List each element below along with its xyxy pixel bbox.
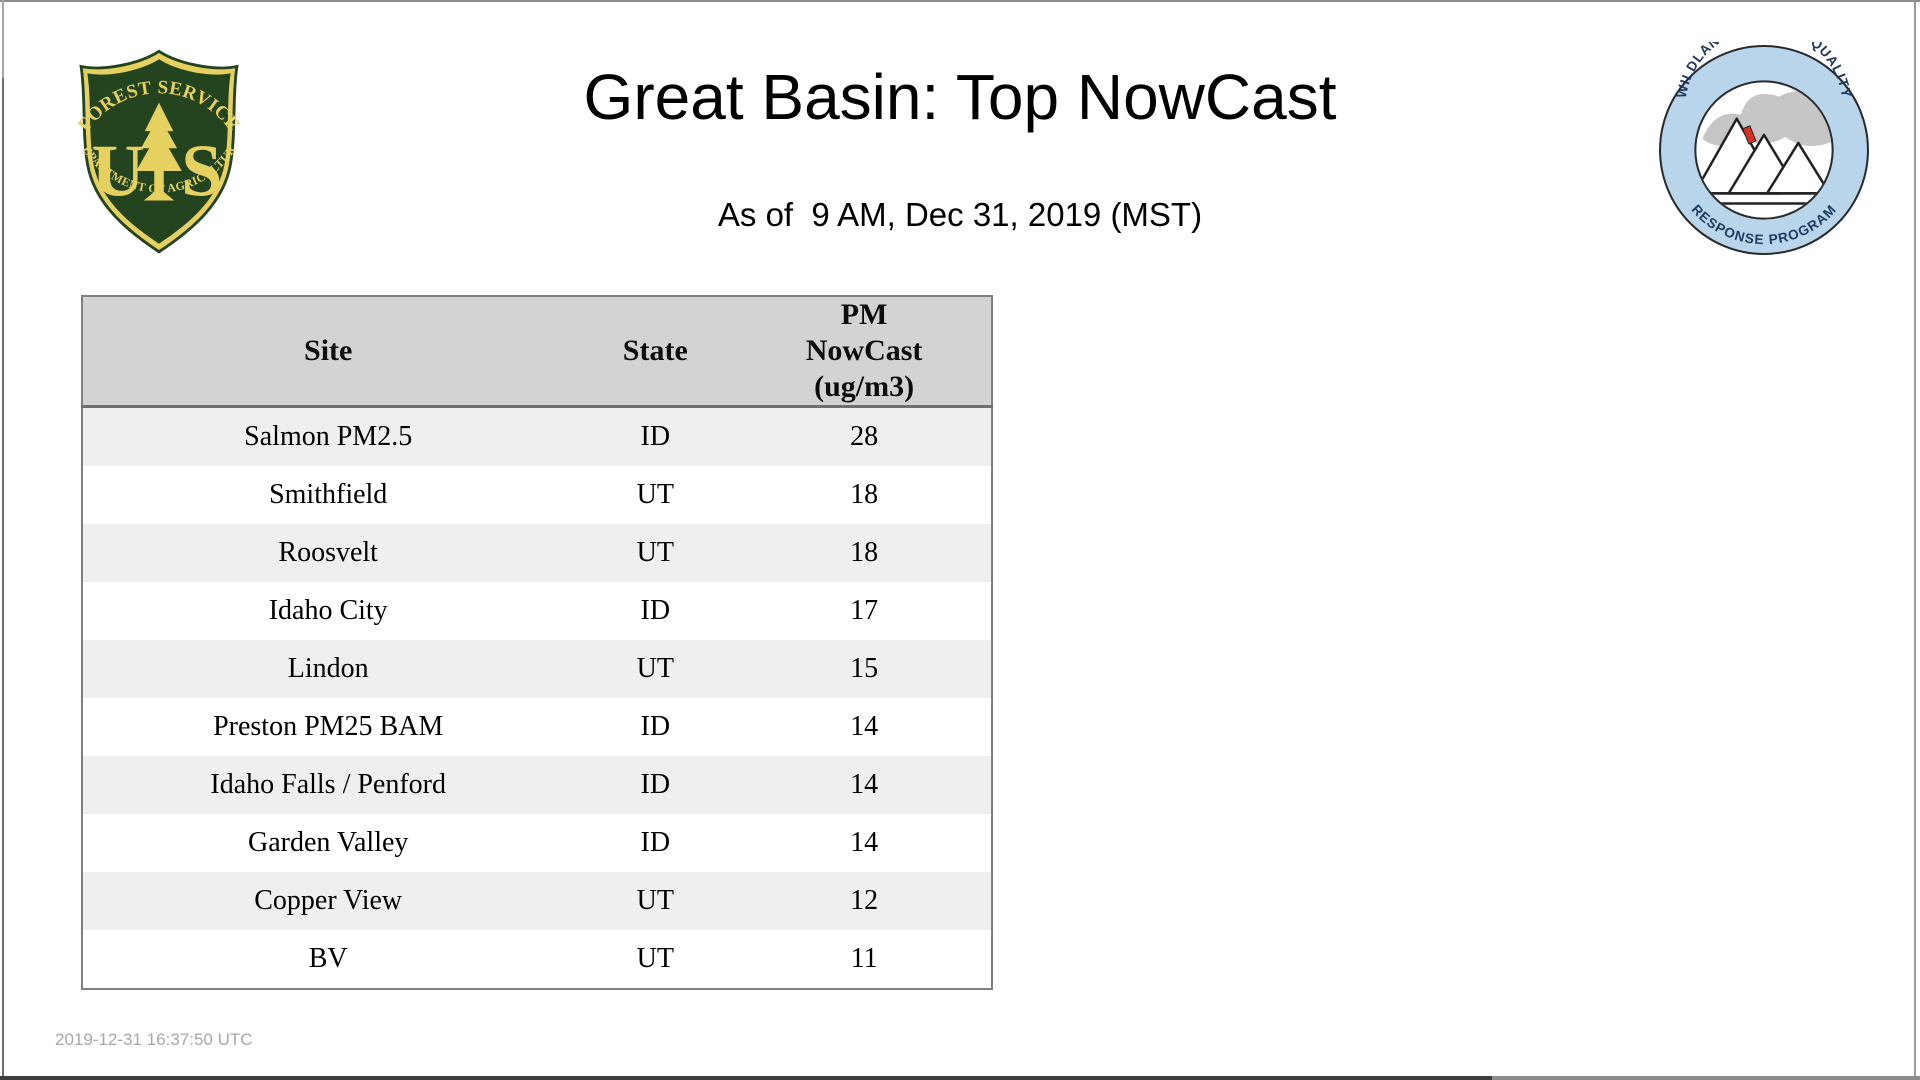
value-cell: 12 xyxy=(850,885,879,916)
page-subtitle: As of 9 AM, Dec 31, 2019 (MST) xyxy=(717,196,1203,233)
value-cell: 15 xyxy=(850,653,879,684)
site-cell: Smithfield xyxy=(269,479,388,510)
site-cell: Idaho City xyxy=(268,595,388,626)
pm-header-line3: (ug/m3) xyxy=(814,370,915,403)
value-cell: 18 xyxy=(850,537,879,568)
value-cell: 18 xyxy=(850,479,879,510)
state-cell: UT xyxy=(636,653,674,684)
table-row: Salmon PM2.5 ID 28 xyxy=(82,406,992,466)
state-cell: UT xyxy=(636,479,674,510)
table-row: Lindon UT 15 xyxy=(82,640,992,698)
state-cell: ID xyxy=(640,769,671,800)
monogram-s: S xyxy=(181,131,222,213)
site-cell: Idaho Falls / Penford xyxy=(210,769,447,800)
state-cell: ID xyxy=(640,421,671,452)
window-border-left xyxy=(2,78,4,1080)
state-cell: UT xyxy=(636,943,674,974)
pine-tree-icon xyxy=(136,102,182,201)
state-cell: ID xyxy=(640,595,671,626)
value-cell: 14 xyxy=(850,769,879,800)
table-row: BV UT 11 xyxy=(82,930,992,989)
state-cell: UT xyxy=(636,537,674,568)
window-border-bottom-light xyxy=(1492,1076,1920,1080)
site-cell: Roosvelt xyxy=(278,537,378,568)
value-cell: 14 xyxy=(850,827,879,858)
state-cell: ID xyxy=(640,827,671,858)
pm-header-line2: NowCast xyxy=(805,334,923,367)
table-row: Garden Valley ID 14 xyxy=(82,814,992,872)
site-cell: Lindon xyxy=(287,653,369,684)
window-border-right xyxy=(1914,2,1916,1080)
wfaqrp-logo: WILDLAND FIRE • AIR QUALITY RESPONSE PRO… xyxy=(1659,42,1869,255)
column-header-pm-nowcast: PM NowCast (ug/m3) xyxy=(737,296,992,408)
site-cell: Preston PM25 BAM xyxy=(213,711,444,742)
state-cell: UT xyxy=(636,885,674,916)
table-row: Preston PM25 BAM ID 14 xyxy=(82,698,992,756)
table-row: Idaho Falls / Penford ID 14 xyxy=(82,756,992,814)
generated-timestamp: 2019-12-31 16:37:50 UTC xyxy=(55,1030,253,1049)
page-title: Great Basin: Top NowCast xyxy=(583,61,1337,133)
value-cell: 28 xyxy=(850,421,879,452)
window-border-left-top xyxy=(2,0,4,78)
column-header-site: Site xyxy=(82,296,574,408)
table-row: Roosvelt UT 18 xyxy=(82,524,992,582)
table-header-row: Site State PM NowCast (ug/m3) xyxy=(82,296,992,408)
window-border-top xyxy=(0,0,1920,2)
nowcast-table: Site State PM NowCast (ug/m3) Salmon PM2… xyxy=(81,295,993,990)
site-cell: Copper View xyxy=(254,885,403,916)
table-row: Idaho City ID 17 xyxy=(82,582,992,640)
site-cell: BV xyxy=(308,943,348,974)
value-cell: 17 xyxy=(850,595,879,626)
column-header-state: State xyxy=(573,296,738,408)
forest-service-logo: FOREST SERVICE U S DEPARTMENT OF AGRICUL… xyxy=(64,44,243,254)
value-cell: 14 xyxy=(850,711,879,742)
table-row: Copper View UT 12 xyxy=(82,872,992,930)
site-cell: Garden Valley xyxy=(247,827,409,858)
monogram-u: U xyxy=(91,131,145,213)
table-row: Smithfield UT 18 xyxy=(82,466,992,524)
window-border-bottom-dark xyxy=(0,1076,1492,1080)
state-cell: ID xyxy=(640,711,671,742)
site-cell: Salmon PM2.5 xyxy=(244,421,413,452)
flame-mark-icon xyxy=(1742,125,1757,145)
pm-header-line1: PM xyxy=(840,298,888,331)
value-cell: 11 xyxy=(850,943,878,974)
